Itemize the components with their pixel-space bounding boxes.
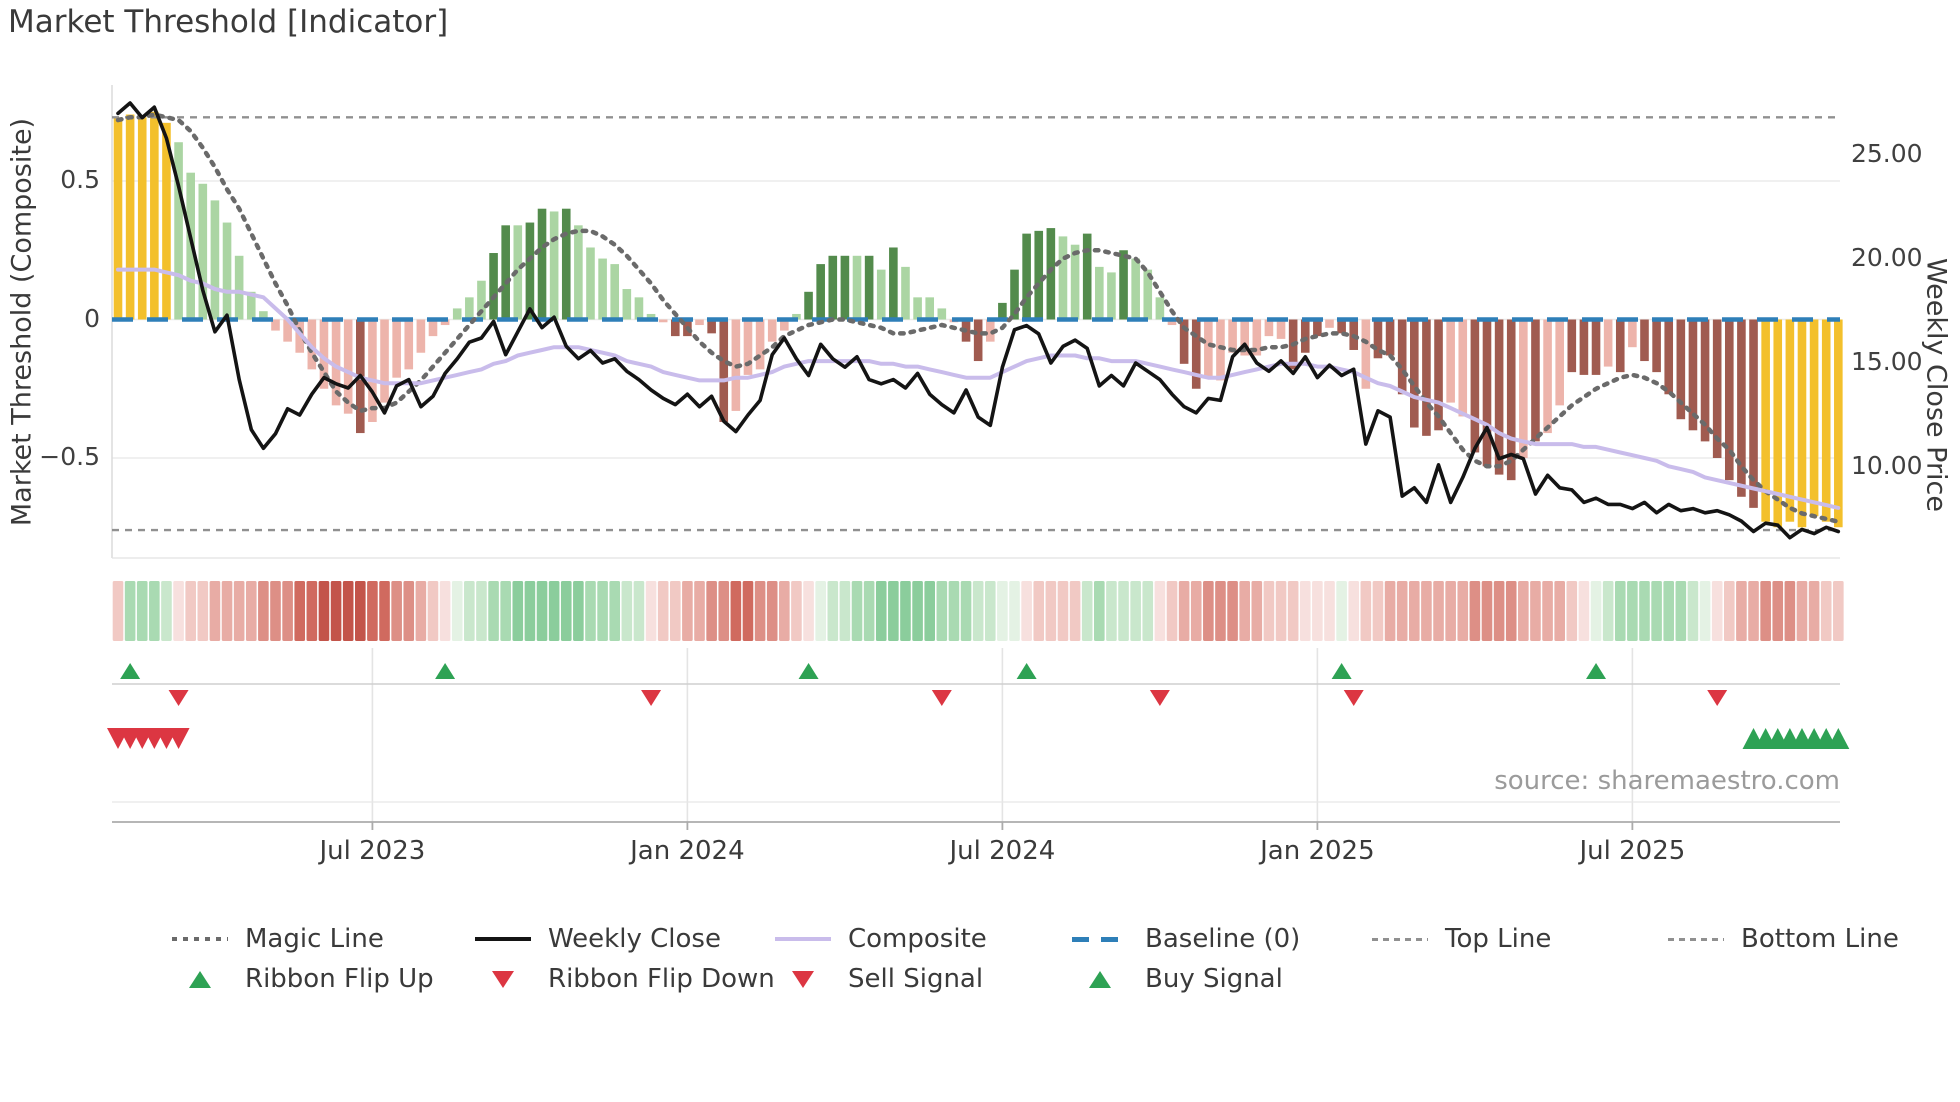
legend-item-magic: Magic Line [172, 922, 384, 956]
legend-label: Weekly Close [548, 924, 721, 954]
legend-item-weekly: Weekly Close [475, 922, 721, 956]
legend-label: Magic Line [245, 924, 384, 954]
triangle-down-icon [792, 970, 814, 988]
x-tick-label: Jul 2025 [1579, 836, 1686, 866]
right-tick-label: 15.00 [1851, 347, 1923, 376]
left-tick-label: −0.5 [39, 442, 100, 471]
legend-item-sell-signal: Sell Signal [775, 962, 983, 996]
weekly-swatch-icon [475, 937, 531, 941]
legend-item-topline: Top Line [1372, 922, 1551, 956]
legend-item-ribbon-flip-up: Ribbon Flip Up [172, 962, 434, 996]
magic-line-series [115, 112, 1841, 524]
grid-layer [111, 85, 1840, 830]
composite-swatch-icon [775, 937, 831, 941]
legend-item-ribbon-flip-down: Ribbon Flip Down [475, 962, 775, 996]
legend-item-buy-signal: Buy Signal [1072, 962, 1283, 996]
legend-label: Buy Signal [1145, 964, 1283, 994]
sell-signal-cluster [107, 728, 190, 749]
legend-label: Composite [848, 924, 987, 954]
bottomline-swatch-icon [1668, 937, 1724, 941]
legend-item-bottomline: Bottom Line [1668, 922, 1899, 956]
triangle-up-icon [1089, 970, 1111, 988]
legend-item-composite: Composite [775, 922, 987, 956]
legend-label: Ribbon Flip Down [548, 964, 775, 994]
left-tick-label: 0.5 [60, 165, 100, 194]
x-tick-label: Jan 2024 [630, 836, 745, 866]
right-tick-label: 25.00 [1851, 139, 1923, 168]
reference-lines [112, 116, 1840, 532]
ribbon-flip-down-markers [168, 690, 1728, 706]
x-tick-label: Jan 2025 [1260, 836, 1375, 866]
x-tick-label: Jul 2023 [319, 836, 426, 866]
triangle-down-icon [492, 970, 514, 988]
source-attribution: source: sharemaestro.com [1494, 766, 1840, 796]
legend-item-baseline: Baseline (0) [1072, 922, 1300, 956]
buy-signal-cluster [1742, 728, 1850, 749]
legend-label: Ribbon Flip Up [245, 964, 434, 994]
legend-label: Sell Signal [848, 964, 984, 994]
ribbon-flip-up-markers [120, 663, 1607, 679]
triangle-up-icon [189, 970, 211, 988]
momentum-ribbon [112, 581, 1844, 641]
right-tick-label: 10.00 [1851, 451, 1923, 480]
magic-swatch-icon [172, 937, 228, 941]
x-tick-label: Jul 2024 [949, 836, 1056, 866]
topline-swatch-icon [1372, 937, 1428, 941]
legend-label: Baseline (0) [1145, 924, 1301, 954]
weekly-close-series [116, 101, 1841, 540]
legend-label: Bottom Line [1741, 924, 1899, 954]
baseline-swatch-icon [1072, 936, 1128, 942]
left-tick-label: 0 [84, 303, 100, 333]
legend-label: Top Line [1445, 924, 1552, 954]
page-title: Market Threshold [Indicator] [8, 4, 449, 40]
right-tick-label: 20.00 [1851, 243, 1923, 272]
